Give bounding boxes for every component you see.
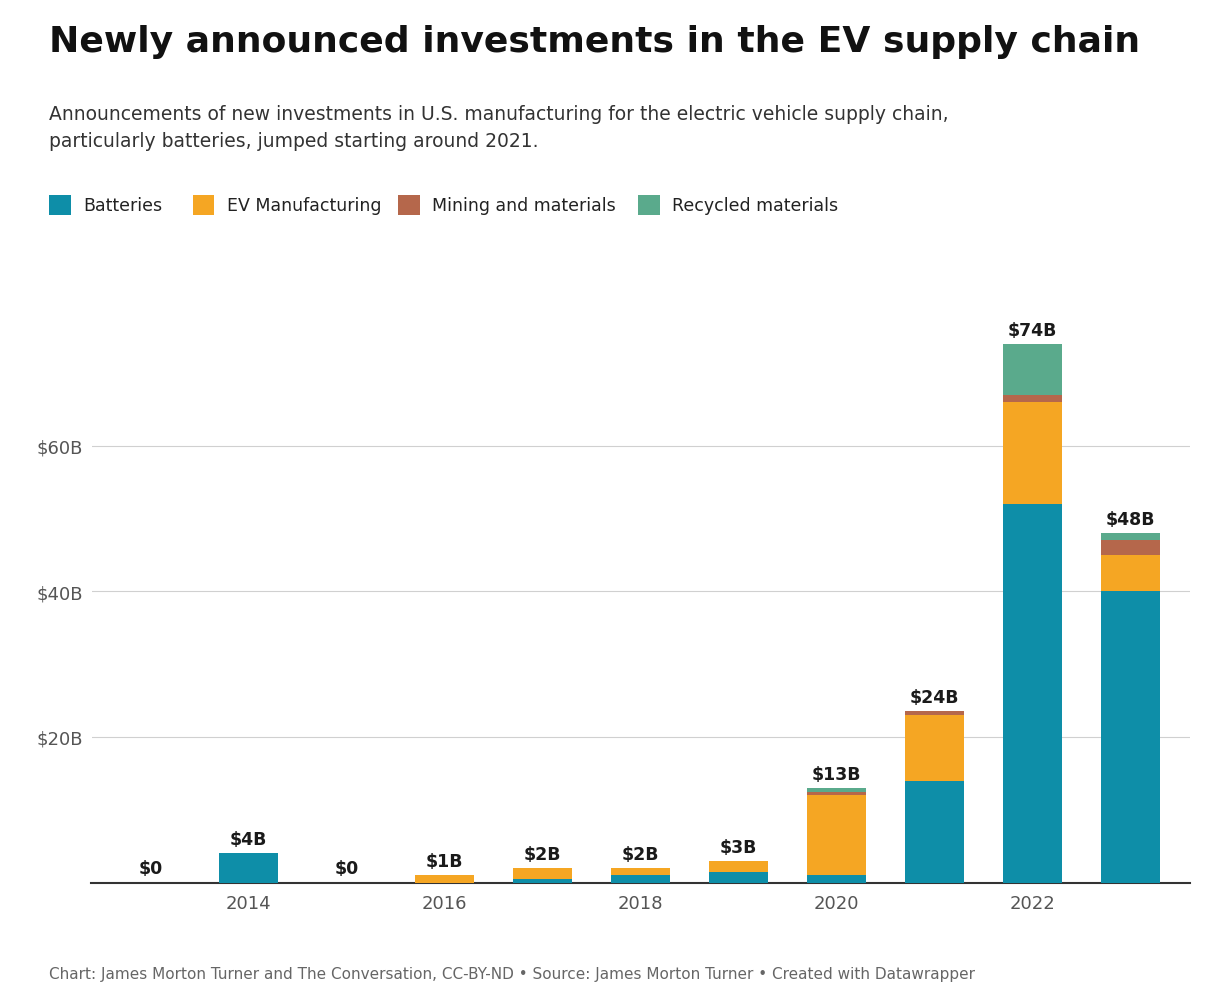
Bar	[808, 788, 866, 791]
Bar	[709, 872, 767, 883]
Text: Mining and materials: Mining and materials	[432, 197, 616, 215]
Text: $48B: $48B	[1105, 511, 1155, 529]
Bar	[611, 876, 670, 883]
Bar	[611, 868, 670, 876]
Text: Batteries: Batteries	[83, 197, 162, 215]
Text: $2B: $2B	[523, 845, 561, 863]
Bar	[415, 876, 473, 883]
Bar	[1003, 402, 1063, 505]
Text: $3B: $3B	[720, 838, 758, 856]
Text: Recycled materials: Recycled materials	[672, 197, 838, 215]
Text: $0: $0	[138, 860, 162, 878]
Bar	[1003, 395, 1063, 402]
Bar	[808, 791, 866, 795]
Bar	[1102, 534, 1160, 541]
Text: $0: $0	[334, 860, 359, 878]
Text: $1B: $1B	[426, 853, 464, 871]
Bar	[808, 795, 866, 876]
Bar	[514, 879, 572, 883]
Bar	[905, 780, 964, 883]
Text: EV Manufacturing: EV Manufacturing	[227, 197, 381, 215]
Text: Chart: James Morton Turner and The Conversation, CC-BY-ND • Source: James Morton: Chart: James Morton Turner and The Conve…	[49, 966, 975, 981]
Bar	[218, 854, 278, 883]
Text: $4B: $4B	[229, 830, 267, 849]
Text: Announcements of new investments in U.S. manufacturing for the electric vehicle : Announcements of new investments in U.S.…	[49, 105, 948, 150]
Bar	[709, 861, 767, 872]
Text: $13B: $13B	[811, 765, 861, 783]
Text: $74B: $74B	[1008, 321, 1058, 339]
Text: $24B: $24B	[910, 689, 959, 707]
Bar	[905, 712, 964, 715]
Bar	[1102, 556, 1160, 592]
Bar	[1102, 592, 1160, 883]
Bar	[1003, 345, 1063, 395]
Text: Newly announced investments in the EV supply chain: Newly announced investments in the EV su…	[49, 25, 1139, 59]
Bar	[905, 715, 964, 780]
Bar	[808, 876, 866, 883]
Text: $2B: $2B	[622, 845, 659, 863]
Bar	[1102, 541, 1160, 556]
Bar	[514, 868, 572, 879]
Bar	[1003, 505, 1063, 883]
